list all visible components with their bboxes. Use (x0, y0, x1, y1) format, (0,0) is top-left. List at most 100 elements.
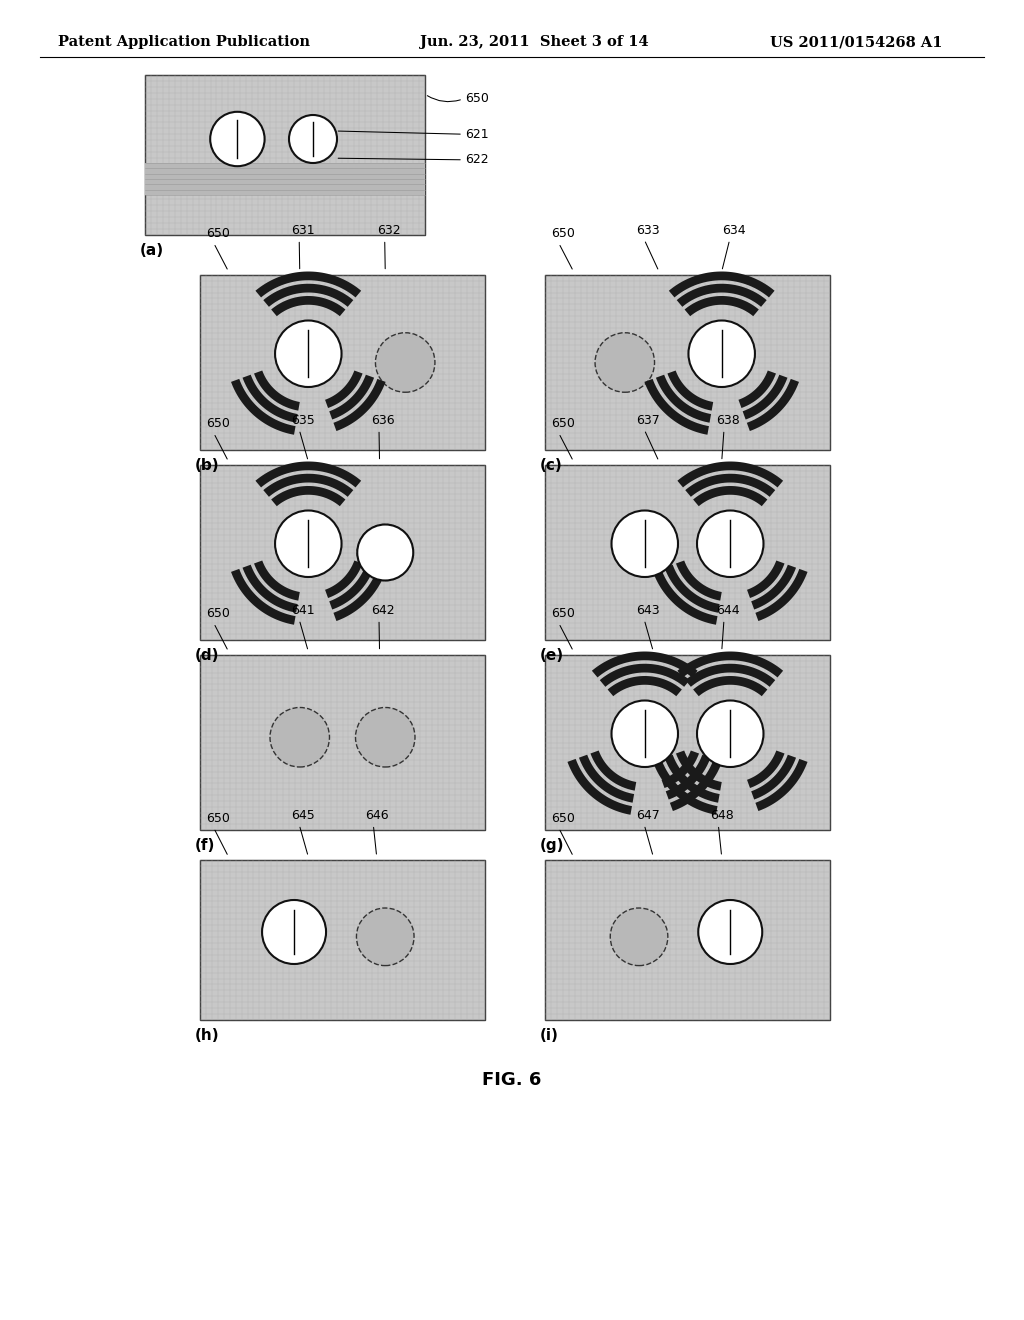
Text: 650: 650 (551, 227, 574, 240)
Polygon shape (271, 486, 345, 506)
Bar (145, 75, 425, 235)
Polygon shape (676, 561, 722, 601)
Text: 631: 631 (291, 223, 314, 236)
Polygon shape (243, 375, 298, 422)
Polygon shape (254, 561, 300, 601)
Bar (545, 275, 830, 450)
Text: 646: 646 (366, 809, 389, 821)
Polygon shape (693, 676, 767, 696)
Polygon shape (665, 755, 720, 803)
Bar (200, 465, 485, 640)
Polygon shape (748, 751, 784, 788)
Polygon shape (669, 272, 774, 297)
Text: US 2011/0154268 A1: US 2011/0154268 A1 (770, 36, 942, 49)
Circle shape (611, 701, 678, 767)
Text: 621: 621 (465, 128, 488, 141)
Text: 645: 645 (291, 809, 315, 821)
Circle shape (210, 112, 264, 166)
Text: 650: 650 (206, 227, 229, 240)
Circle shape (697, 511, 764, 577)
Polygon shape (263, 474, 353, 496)
Polygon shape (746, 379, 799, 432)
Text: 638: 638 (716, 413, 739, 426)
Circle shape (688, 321, 755, 387)
Text: 650: 650 (206, 417, 229, 430)
Text: 642: 642 (371, 603, 394, 616)
Polygon shape (752, 755, 796, 800)
Text: (b): (b) (195, 458, 219, 473)
Polygon shape (231, 379, 296, 434)
Bar (545, 861, 830, 1020)
Polygon shape (756, 759, 808, 810)
Polygon shape (662, 751, 699, 788)
Circle shape (275, 321, 342, 387)
Text: Jun. 23, 2011  Sheet 3 of 14: Jun. 23, 2011 Sheet 3 of 14 (420, 36, 648, 49)
Polygon shape (677, 284, 767, 306)
Text: 632: 632 (377, 223, 400, 236)
Text: (i): (i) (540, 1028, 559, 1043)
Text: 650: 650 (551, 812, 574, 825)
Polygon shape (325, 561, 362, 598)
Polygon shape (656, 375, 711, 422)
Polygon shape (752, 565, 796, 610)
Bar (200, 655, 485, 830)
Text: 634: 634 (722, 223, 745, 236)
Polygon shape (668, 371, 713, 411)
Polygon shape (685, 296, 759, 317)
Polygon shape (653, 569, 718, 624)
Text: 644: 644 (716, 603, 739, 616)
Polygon shape (592, 652, 697, 677)
Polygon shape (678, 462, 783, 487)
Polygon shape (325, 371, 362, 408)
Circle shape (357, 524, 414, 581)
Polygon shape (748, 561, 784, 598)
Text: (d): (d) (195, 648, 219, 663)
Polygon shape (263, 284, 353, 306)
Text: 650: 650 (465, 92, 488, 106)
Polygon shape (271, 296, 345, 317)
Polygon shape (676, 751, 722, 791)
Circle shape (355, 708, 415, 767)
Circle shape (611, 511, 678, 577)
Circle shape (376, 333, 435, 392)
Polygon shape (685, 474, 775, 496)
Polygon shape (665, 565, 720, 612)
Polygon shape (666, 755, 711, 800)
Text: (c): (c) (540, 458, 563, 473)
Polygon shape (254, 371, 300, 411)
Circle shape (270, 708, 330, 767)
Text: (h): (h) (195, 1028, 219, 1043)
Text: 650: 650 (206, 812, 229, 825)
Text: FIG. 6: FIG. 6 (482, 1071, 542, 1089)
Polygon shape (334, 569, 386, 620)
Polygon shape (756, 569, 808, 620)
Text: 647: 647 (636, 809, 659, 821)
Polygon shape (742, 375, 787, 420)
Polygon shape (334, 379, 386, 432)
Polygon shape (600, 664, 690, 686)
Text: (a): (a) (140, 243, 164, 257)
Circle shape (262, 900, 326, 964)
Text: 648: 648 (711, 809, 734, 821)
Polygon shape (330, 375, 374, 420)
Text: 650: 650 (551, 417, 574, 430)
Text: 635: 635 (291, 413, 315, 426)
Text: 622: 622 (465, 153, 488, 166)
Bar (200, 275, 485, 450)
Polygon shape (653, 759, 718, 814)
Polygon shape (330, 565, 374, 610)
Text: 641: 641 (291, 603, 314, 616)
Polygon shape (685, 664, 775, 686)
Polygon shape (243, 565, 298, 612)
Polygon shape (255, 462, 361, 487)
Text: 650: 650 (551, 607, 574, 620)
Text: 637: 637 (636, 413, 659, 426)
Circle shape (356, 908, 414, 966)
Bar (545, 465, 830, 640)
Polygon shape (693, 486, 767, 506)
Polygon shape (678, 652, 783, 677)
Polygon shape (607, 676, 682, 696)
Circle shape (275, 511, 342, 577)
Text: Patent Application Publication: Patent Application Publication (58, 36, 310, 49)
Polygon shape (567, 759, 632, 814)
